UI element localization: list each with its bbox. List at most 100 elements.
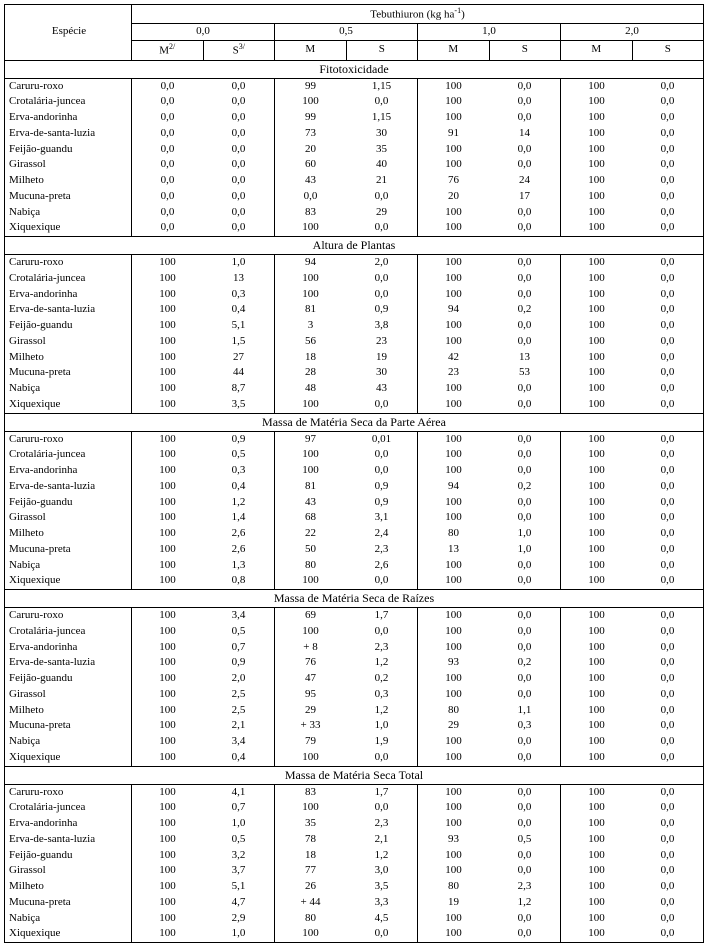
value-cell: 0,9 — [346, 479, 418, 495]
value-cell: 100 — [132, 350, 204, 366]
value-cell: 100 — [132, 447, 204, 463]
value-cell: 100 — [132, 848, 204, 864]
species-cell: Erva-andorinha — [5, 640, 132, 656]
species-cell: Erva-andorinha — [5, 110, 132, 126]
value-cell: 0,0 — [203, 205, 275, 221]
value-cell: 23 — [418, 365, 490, 381]
header-m-3: M — [561, 41, 633, 60]
value-cell: 100 — [418, 558, 490, 574]
value-cell: 0,0 — [489, 671, 561, 687]
table-row: Nabiça0,00,083291000,01000,0 — [5, 205, 704, 221]
value-cell: 35 — [275, 816, 347, 832]
table-row: Erva-de-santa-luzia1000,4810,9940,21000,… — [5, 302, 704, 318]
species-cell: Mucuna-preta — [5, 365, 132, 381]
value-cell: 99 — [275, 110, 347, 126]
table-row: Xiquexique1000,81000,01000,01000,0 — [5, 573, 704, 589]
value-cell: 100 — [132, 479, 204, 495]
header-m-2: M — [418, 41, 490, 60]
value-cell: 0,0 — [632, 558, 704, 574]
value-cell: 83 — [275, 784, 347, 800]
value-cell: 0,0 — [489, 640, 561, 656]
table-row: Mucuna-preta0,00,00,00,020171000,0 — [5, 189, 704, 205]
value-cell: 2,4 — [346, 526, 418, 542]
value-cell: 44 — [203, 365, 275, 381]
value-cell: 0,0 — [632, 734, 704, 750]
value-cell: 1,7 — [346, 784, 418, 800]
value-cell: 80 — [418, 703, 490, 719]
value-cell: 1,5 — [203, 334, 275, 350]
value-cell: 100 — [418, 255, 490, 271]
value-cell: 0,0 — [489, 573, 561, 589]
value-cell: 1,0 — [203, 255, 275, 271]
value-cell: 100 — [418, 848, 490, 864]
value-cell: 30 — [346, 126, 418, 142]
value-cell: 0,7 — [203, 640, 275, 656]
value-cell: 100 — [418, 157, 490, 173]
value-cell: 0,0 — [632, 640, 704, 656]
value-cell: 100 — [418, 220, 490, 236]
value-cell: 0,0 — [489, 220, 561, 236]
value-cell: 100 — [418, 142, 490, 158]
value-cell: 3,1 — [346, 510, 418, 526]
header-dose-1: 0,5 — [275, 24, 418, 41]
value-cell: 100 — [132, 863, 204, 879]
value-cell: 100 — [132, 334, 204, 350]
species-cell: Xiquexique — [5, 220, 132, 236]
value-cell: 0,0 — [346, 189, 418, 205]
value-cell: 0,0 — [632, 816, 704, 832]
value-cell: 0,0 — [632, 479, 704, 495]
value-cell: 3,2 — [203, 848, 275, 864]
value-cell: 100 — [561, 510, 633, 526]
table-row: Caruru-roxo1001,0942,01000,01000,0 — [5, 255, 704, 271]
species-cell: Nabiça — [5, 734, 132, 750]
value-cell: 0,0 — [489, 447, 561, 463]
value-cell: 80 — [275, 558, 347, 574]
value-cell: 19 — [346, 350, 418, 366]
species-cell: Xiquexique — [5, 397, 132, 413]
value-cell: 0,0 — [489, 750, 561, 766]
value-cell: 0,9 — [203, 431, 275, 447]
value-cell: 100 — [561, 205, 633, 221]
value-cell: 100 — [418, 510, 490, 526]
table-row: Xiquexique1003,51000,01000,01000,0 — [5, 397, 704, 413]
value-cell: 100 — [275, 624, 347, 640]
value-cell: 1,1 — [489, 703, 561, 719]
value-cell: 100 — [132, 703, 204, 719]
value-cell: 0,5 — [203, 832, 275, 848]
table-row: Xiquexique1000,41000,01000,01000,0 — [5, 750, 704, 766]
value-cell: 100 — [561, 142, 633, 158]
species-cell: Erva-andorinha — [5, 463, 132, 479]
value-cell: 0,0 — [346, 624, 418, 640]
value-cell: 0,01 — [346, 431, 418, 447]
value-cell: 93 — [418, 655, 490, 671]
value-cell: 100 — [275, 397, 347, 413]
value-cell: 0,3 — [346, 687, 418, 703]
species-cell: Milheto — [5, 703, 132, 719]
value-cell: 40 — [346, 157, 418, 173]
value-cell: 100 — [561, 784, 633, 800]
table-row: Girassol1003,7773,01000,01000,0 — [5, 863, 704, 879]
value-cell: 0,0 — [632, 895, 704, 911]
value-cell: 50 — [275, 542, 347, 558]
value-cell: 3,5 — [203, 397, 275, 413]
value-cell: 81 — [275, 302, 347, 318]
value-cell: 0,0 — [489, 431, 561, 447]
table-row: Crotalária-juncea1000,71000,01000,01000,… — [5, 800, 704, 816]
value-cell: 100 — [132, 558, 204, 574]
header-dose-3: 2,0 — [561, 24, 704, 41]
value-cell: 0,0 — [489, 271, 561, 287]
value-cell: 0,0 — [632, 220, 704, 236]
value-cell: 100 — [561, 350, 633, 366]
value-cell: 0,8 — [203, 573, 275, 589]
header-dose-0: 0,0 — [132, 24, 275, 41]
value-cell: 100 — [561, 189, 633, 205]
value-cell: 0,0 — [632, 173, 704, 189]
value-cell: 0,0 — [632, 302, 704, 318]
value-cell: 0,0 — [632, 848, 704, 864]
value-cell: 0,2 — [489, 655, 561, 671]
species-cell: Xiquexique — [5, 926, 132, 942]
section-title-4: Massa de Matéria Seca Total — [5, 766, 704, 784]
value-cell: 0,0 — [203, 110, 275, 126]
value-cell: 23 — [346, 334, 418, 350]
value-cell: 100 — [132, 640, 204, 656]
